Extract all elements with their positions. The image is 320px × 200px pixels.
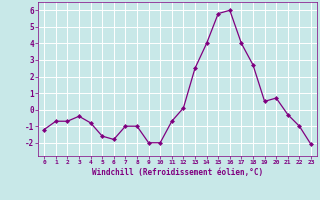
X-axis label: Windchill (Refroidissement éolien,°C): Windchill (Refroidissement éolien,°C) (92, 168, 263, 177)
